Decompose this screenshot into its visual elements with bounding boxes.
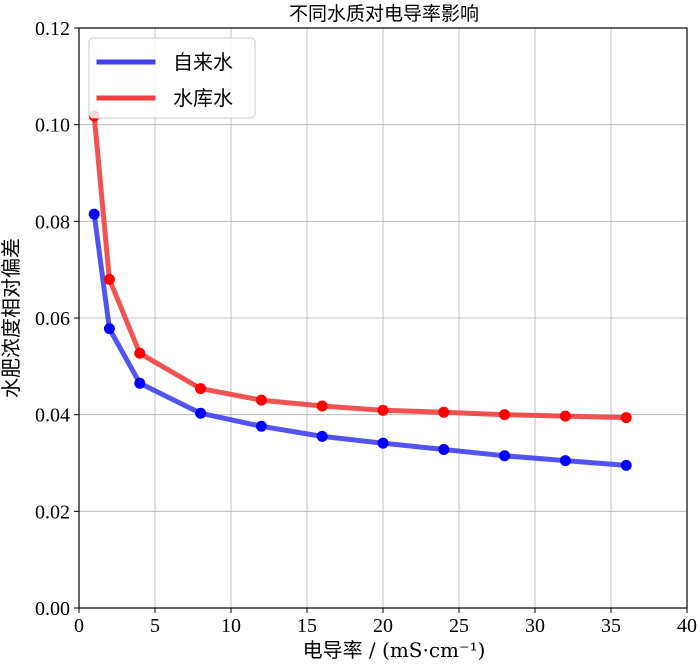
x-tick-label: 5 <box>150 615 160 637</box>
x-tick-label: 30 <box>525 615 545 637</box>
grid <box>78 27 688 609</box>
data-point-0 <box>134 377 146 389</box>
data-point-1 <box>316 400 328 412</box>
y-tick-label: 0.10 <box>35 115 70 137</box>
x-tick-label: 40 <box>677 615 697 637</box>
data-point-0 <box>103 323 115 335</box>
y-tick-label: 0.00 <box>35 598 70 620</box>
series-line-0 <box>91 211 629 468</box>
x-tick-label: 0 <box>74 615 84 637</box>
legend-label-reservoir-water: 水库水 <box>173 86 233 110</box>
x-tick-label: 15 <box>297 615 317 637</box>
y-tick-label: 0.04 <box>35 405 70 427</box>
x-tick-label: 20 <box>373 615 393 637</box>
axis-ticks: 0 5 10 15 20 25 30 35 40 0.00 0.02 0.04 0.06 0.08 0.10… <box>35 18 697 637</box>
y-tick-label: 0.12 <box>35 18 70 40</box>
data-point-1 <box>103 273 115 285</box>
y-tick-label: 0.06 <box>35 308 70 330</box>
y-tick-label: 0.08 <box>35 211 70 233</box>
y-tick-label: 0.02 <box>35 501 70 523</box>
data-point-0 <box>620 459 632 471</box>
data-point-0 <box>499 450 511 462</box>
data-point-1 <box>255 394 267 406</box>
data-point-1 <box>438 406 450 418</box>
data-point-0 <box>255 420 267 432</box>
data-point-0 <box>316 430 328 442</box>
data-point-1 <box>499 409 511 421</box>
data-point-0 <box>88 208 100 220</box>
series-line-1 <box>91 113 629 421</box>
data-point-0 <box>195 407 207 419</box>
x-tick-label: 25 <box>449 615 469 637</box>
data-point-0 <box>377 437 389 449</box>
legend: 自来水 水库水 <box>88 37 256 119</box>
x-tick-label: 10 <box>221 615 241 637</box>
y-axis-label: 水肥浓度相对偏差 <box>0 238 23 398</box>
data-point-1 <box>134 347 146 359</box>
data-point-0 <box>438 443 450 455</box>
series-layer <box>88 110 632 471</box>
data-point-0 <box>559 455 571 467</box>
data-point-1 <box>377 404 389 416</box>
chart-title: 不同水质对电导率影响 <box>289 3 479 25</box>
x-axis-label: 电导率 / (mS·cm⁻¹) <box>303 638 486 662</box>
data-point-1 <box>559 410 571 422</box>
data-point-1 <box>195 383 207 395</box>
x-tick-label: 35 <box>601 615 621 637</box>
legend-label-tap-water: 自来水 <box>173 50 233 74</box>
data-point-1 <box>620 412 632 424</box>
